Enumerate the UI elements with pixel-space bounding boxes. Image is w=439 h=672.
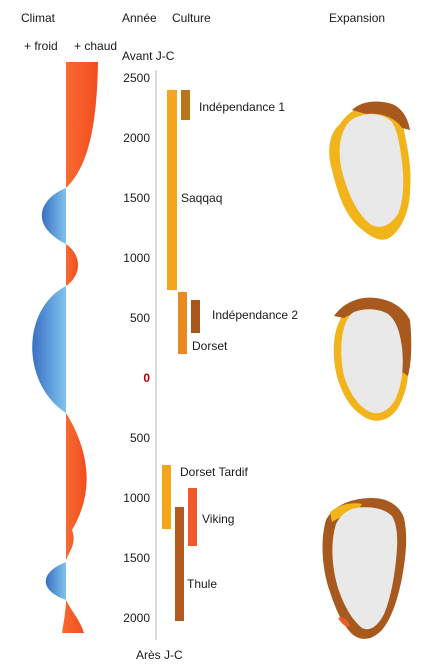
- header-culture: Culture: [172, 11, 211, 25]
- culture-label-viking: Viking: [202, 512, 235, 526]
- axis-bottom-label: Arès J-C: [136, 648, 183, 662]
- legend-warm: + chaud: [74, 39, 118, 53]
- tick-label: 1000: [123, 491, 150, 505]
- climate-warm-segment: [62, 600, 84, 633]
- climate-cold-segment: [41, 188, 66, 244]
- tick-label: 2000: [123, 131, 150, 145]
- map-middle: [333, 297, 412, 421]
- bar-independance-2: [191, 300, 200, 333]
- climate-cold-segment: [32, 286, 66, 413]
- culture-label-independance-2: Indépendance 2: [212, 308, 299, 322]
- header-annee: Année: [122, 11, 157, 25]
- legend-cold: + froid: [24, 39, 58, 53]
- tick-label: 500: [129, 431, 150, 445]
- bar-thule: [175, 507, 184, 621]
- map-early: [329, 101, 411, 240]
- map-late: [322, 498, 407, 639]
- tick-label: 2500: [123, 71, 150, 85]
- header-climat: Climat: [21, 11, 56, 25]
- bar-viking: [188, 488, 197, 546]
- culture-label-saqqaq: Saqqaq: [181, 191, 223, 205]
- bar-dorset-tardif: [162, 465, 171, 529]
- axis-top-label: Avant J-C: [122, 49, 175, 63]
- culture-label-thule: Thule: [187, 577, 218, 591]
- tick-label: 1500: [123, 551, 150, 565]
- bar-independance-1: [181, 90, 190, 120]
- tick-label-zero: 0: [143, 371, 150, 385]
- tick-label: 500: [129, 311, 150, 325]
- bar-saqqaq: [167, 90, 177, 290]
- culture-label-dorset-tardif: Dorset Tardif: [180, 465, 248, 479]
- climate-curve: [32, 62, 98, 633]
- culture-label-independance-1: Indépendance 1: [199, 100, 286, 114]
- climate-warm-segment: [66, 413, 87, 562]
- culture-label-dorset: Dorset: [192, 339, 228, 353]
- bar-dorset: [178, 292, 187, 354]
- climate-warm-segment: [66, 62, 98, 188]
- header-expansion: Expansion: [329, 11, 386, 25]
- climate-warm-segment: [66, 244, 78, 286]
- tick-label: 1500: [123, 191, 150, 205]
- climate-cold-segment: [45, 562, 66, 600]
- tick-label: 1000: [123, 251, 150, 265]
- tick-label: 2000: [123, 611, 150, 625]
